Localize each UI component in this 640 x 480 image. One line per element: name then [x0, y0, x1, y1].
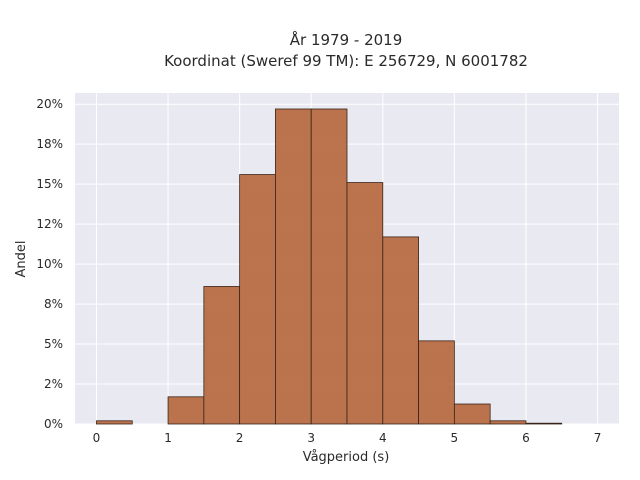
y-tick-label: 0% [44, 417, 63, 431]
x-tick-label: 0 [93, 431, 101, 445]
x-tick-label: 4 [379, 431, 387, 445]
histogram-bar [346, 182, 384, 425]
histogram-bar [525, 422, 563, 425]
x-axis-label: Vågperiod (s) [303, 450, 390, 465]
x-tick-label: 1 [164, 431, 172, 445]
histogram-bar [275, 108, 312, 425]
histogram-bar [167, 396, 205, 425]
histogram-bar [239, 174, 276, 425]
y-tick-label: 2% [44, 377, 63, 391]
x-tick-label: 6 [522, 431, 530, 445]
histogram-bar [453, 403, 491, 425]
y-tick-label: 18% [36, 137, 63, 151]
histogram-bar [489, 420, 527, 425]
y-tick-label: 12% [36, 217, 63, 231]
y-tick-label: 15% [36, 177, 63, 191]
y-axis-label: Andel [14, 241, 29, 278]
histogram-bar [382, 236, 419, 425]
y-tick-label: 10% [36, 257, 63, 271]
y-tick-label: 20% [36, 97, 63, 111]
histogram-bar [310, 108, 348, 425]
x-tick-label: 7 [594, 431, 602, 445]
y-tick-label: 5% [44, 337, 63, 351]
x-axis-ticks: 0 1 2 3 4 5 6 7 [93, 431, 602, 445]
histogram-bars [96, 108, 563, 425]
histogram-bar [203, 286, 241, 425]
histogram-bar [418, 340, 455, 425]
x-tick-label: 3 [307, 431, 315, 445]
chart-title-line2: Koordinat (Sweref 99 TM): E 256729, N 60… [164, 52, 528, 70]
x-tick-label: 5 [451, 431, 459, 445]
x-tick-label: 2 [236, 431, 244, 445]
y-tick-label: 8% [44, 297, 63, 311]
y-axis-ticks: 0% 2% 5% 8% 10% 12% 15% 18% 20% [36, 97, 63, 431]
histogram-bar [96, 420, 133, 425]
chart-title-line1: År 1979 - 2019 [290, 30, 403, 49]
